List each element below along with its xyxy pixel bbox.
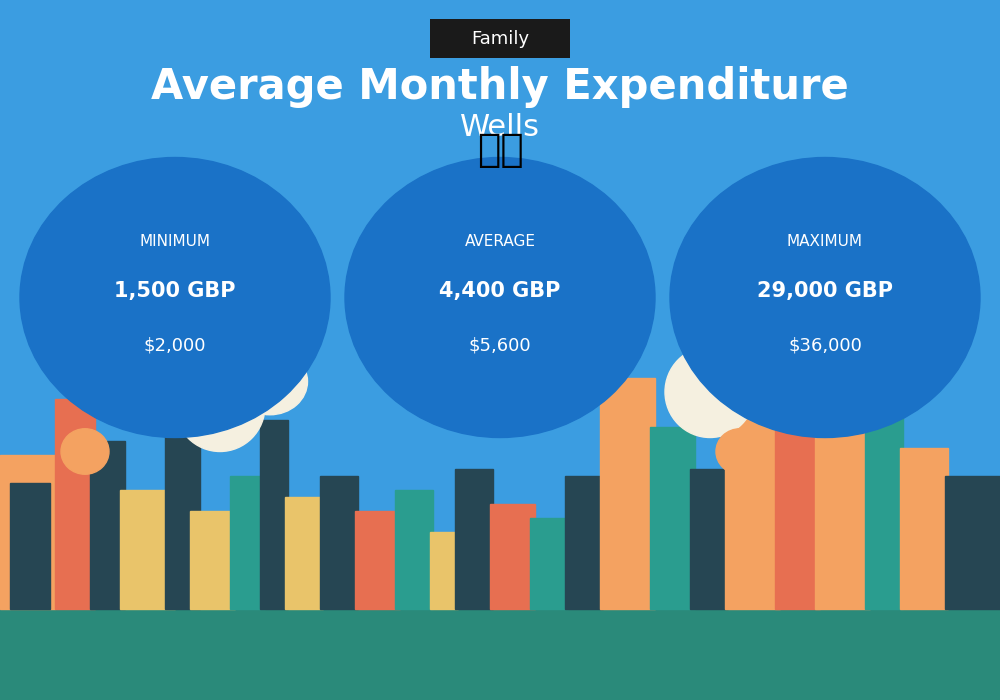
Bar xyxy=(395,490,433,609)
Bar xyxy=(725,399,780,609)
Text: MINIMUM: MINIMUM xyxy=(140,234,210,249)
Bar xyxy=(430,532,458,609)
Bar xyxy=(90,441,125,609)
Bar xyxy=(120,490,175,609)
Ellipse shape xyxy=(670,158,980,438)
Bar xyxy=(650,427,695,609)
Bar xyxy=(945,476,1000,609)
Ellipse shape xyxy=(61,428,109,475)
Bar xyxy=(285,497,323,609)
Ellipse shape xyxy=(728,336,802,406)
Ellipse shape xyxy=(175,360,265,452)
Bar xyxy=(320,476,358,609)
Ellipse shape xyxy=(665,346,755,438)
Bar xyxy=(865,413,903,609)
Text: Wells: Wells xyxy=(460,113,540,142)
Bar xyxy=(775,427,820,609)
Bar xyxy=(165,427,200,609)
Ellipse shape xyxy=(20,158,330,438)
Text: Family: Family xyxy=(471,29,529,48)
Bar xyxy=(900,448,948,609)
Bar xyxy=(455,469,493,609)
Bar xyxy=(355,511,400,609)
Bar xyxy=(690,469,728,609)
Text: $36,000: $36,000 xyxy=(788,336,862,354)
Text: 4,400 GBP: 4,400 GBP xyxy=(439,281,561,300)
Text: 🇬🇧: 🇬🇧 xyxy=(477,132,523,169)
Ellipse shape xyxy=(345,158,655,438)
Bar xyxy=(55,399,95,609)
Bar xyxy=(815,357,870,609)
Bar xyxy=(530,518,568,609)
Bar xyxy=(190,511,235,609)
Bar xyxy=(600,378,655,609)
FancyBboxPatch shape xyxy=(430,19,570,58)
Bar xyxy=(260,420,288,609)
Text: AVERAGE: AVERAGE xyxy=(464,234,536,249)
Text: 29,000 GBP: 29,000 GBP xyxy=(757,281,893,300)
Bar xyxy=(565,476,603,609)
Text: 1,500 GBP: 1,500 GBP xyxy=(114,281,236,300)
Text: MAXIMUM: MAXIMUM xyxy=(787,234,863,249)
Bar xyxy=(0,455,55,609)
Text: $2,000: $2,000 xyxy=(144,336,206,354)
Text: $5,600: $5,600 xyxy=(469,336,531,354)
Ellipse shape xyxy=(232,349,308,414)
Bar xyxy=(10,483,50,609)
Bar xyxy=(490,504,535,609)
Bar xyxy=(230,476,265,609)
Ellipse shape xyxy=(716,428,764,475)
Text: Average Monthly Expenditure: Average Monthly Expenditure xyxy=(151,66,849,108)
Bar xyxy=(0,609,1000,700)
